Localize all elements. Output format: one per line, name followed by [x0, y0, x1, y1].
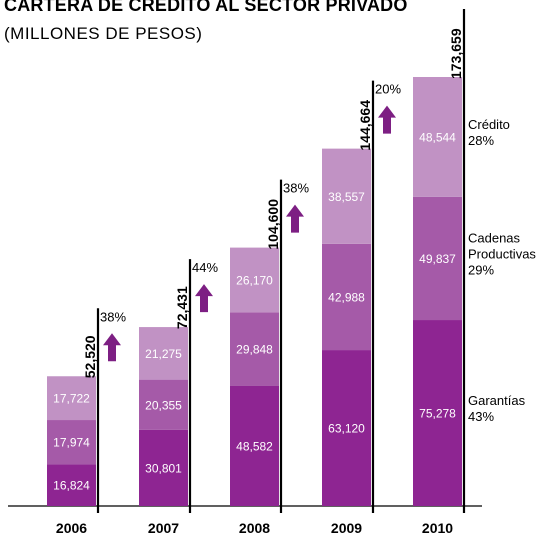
- segment-value-label: 30,801: [145, 461, 182, 475]
- segment-value-label: 17,722: [53, 392, 90, 406]
- segment-value-label: 42,988: [328, 290, 365, 304]
- segment-value-label: 48,582: [236, 439, 273, 453]
- growth-arrow-icon: [378, 105, 396, 134]
- segment-value-label: 21,275: [145, 347, 182, 361]
- segment-value-label: 17,974: [53, 436, 90, 450]
- year-label: 2010: [422, 520, 453, 536]
- bar-segment: [413, 320, 462, 506]
- bar-segment: [230, 247, 279, 313]
- legend-series-name: Garantías: [468, 393, 526, 408]
- growth-percent-label: 38%: [100, 309, 126, 324]
- chart-subtitle: (MILLONES DE PESOS): [4, 24, 203, 43]
- bar-segment: [139, 379, 188, 430]
- bar-segment: [322, 350, 371, 506]
- segment-value-label: 75,278: [419, 407, 456, 421]
- bar-segment: [139, 429, 188, 506]
- total-value-label: 173,659: [448, 28, 464, 79]
- segment-value-label: 16,824: [53, 479, 90, 493]
- total-value-label: 52,520: [82, 335, 98, 378]
- growth-percent-label: 20%: [375, 82, 401, 97]
- legend-series-name: Crédito: [468, 117, 510, 132]
- growth-percent-label: 44%: [192, 260, 218, 275]
- segment-value-label: 29,848: [236, 343, 273, 357]
- year-label: 2006: [56, 520, 87, 536]
- legend-series-share: 43%: [468, 409, 494, 424]
- growth-arrow-icon: [195, 284, 213, 313]
- segment-value-label: 38,557: [328, 190, 365, 204]
- year-label: 2009: [331, 520, 362, 536]
- year-label: 2007: [148, 520, 179, 536]
- bar-segment: [230, 385, 279, 506]
- growth-arrow-icon: [103, 333, 121, 362]
- legend-series-name: Productivas: [468, 246, 536, 261]
- bar-segment: [47, 420, 96, 465]
- year-label: 2008: [239, 520, 270, 536]
- bar-segment: [322, 148, 371, 244]
- legend-series-name: Cadenas: [468, 230, 521, 245]
- segment-value-label: 20,355: [145, 398, 182, 412]
- bar-segment: [322, 243, 371, 351]
- bar-segment: [413, 196, 462, 321]
- total-value-label: 144,664: [357, 100, 373, 151]
- segment-value-label: 48,544: [419, 130, 456, 144]
- segment-value-label: 49,837: [419, 252, 456, 266]
- bar-segment: [47, 376, 96, 421]
- legend-series-share: 29%: [468, 262, 494, 277]
- segment-value-label: 26,170: [236, 273, 273, 287]
- legend-series-share: 28%: [468, 133, 494, 148]
- bar-segment: [230, 312, 279, 386]
- total-value-label: 104,600: [265, 199, 281, 250]
- bar-segment: [413, 77, 462, 197]
- segment-value-label: 63,120: [328, 422, 365, 436]
- bar-segment: [139, 327, 188, 380]
- chart-title: CARTERA DE CRÉDITO AL SECTOR PRIVADO: [4, 0, 408, 15]
- growth-percent-label: 38%: [283, 181, 309, 196]
- bar-segment: [47, 464, 96, 506]
- total-value-label: 72,431: [174, 286, 190, 329]
- growth-arrow-icon: [286, 204, 304, 233]
